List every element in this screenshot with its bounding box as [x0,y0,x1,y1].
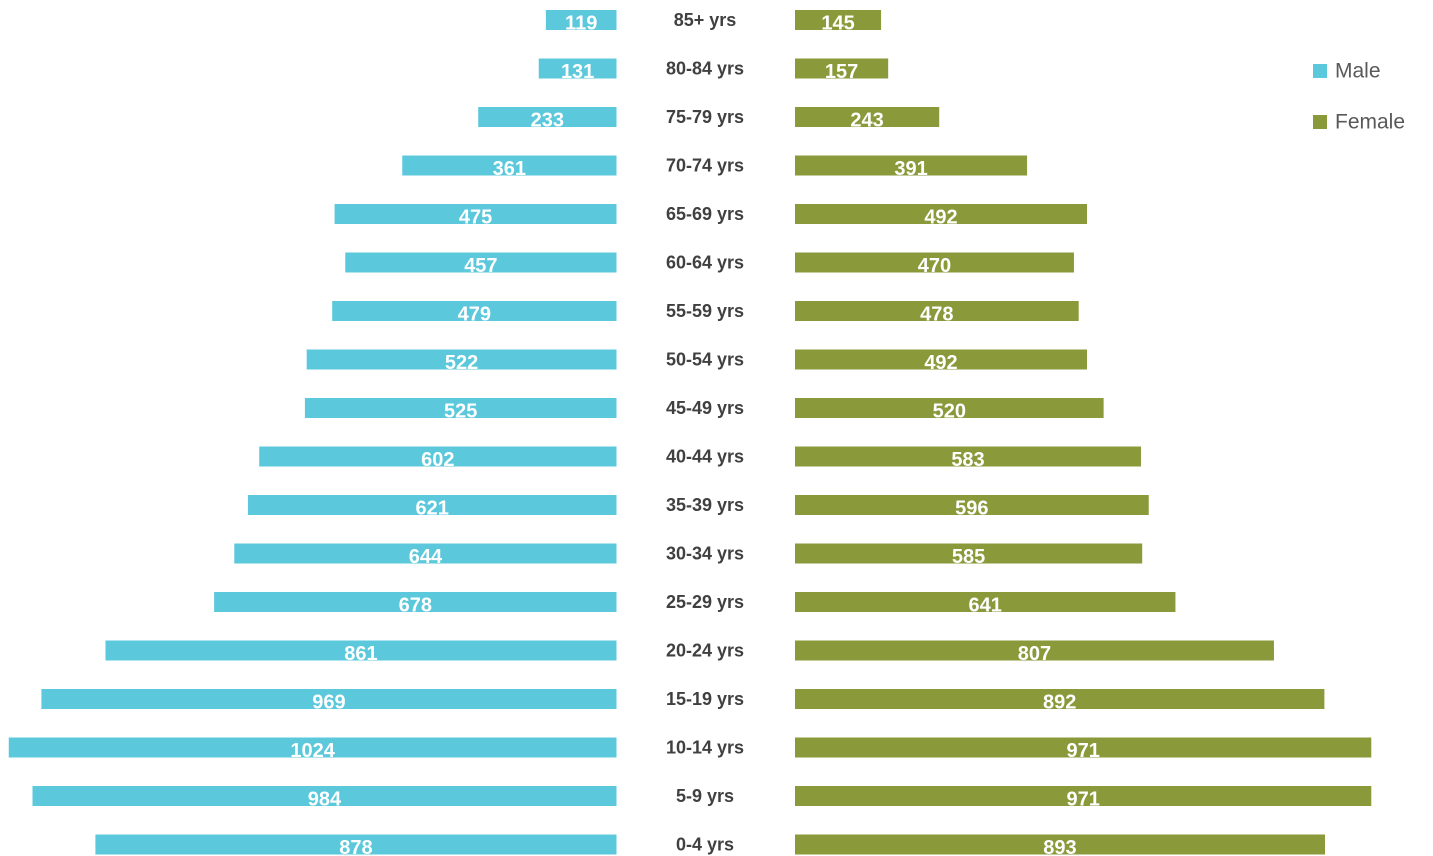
category-label: 20-24 yrs [666,640,744,660]
bar [795,107,940,127]
value-label: 893 [1043,837,1076,856]
bar [334,204,617,224]
bar [214,592,617,612]
bar [304,398,617,418]
bar [332,301,617,321]
category-label: 50-54 yrs [666,349,744,369]
category-label: 15-19 yrs [666,689,744,709]
value-label: 984 [308,788,342,810]
category-label: 80-84 yrs [666,58,744,78]
bar [105,640,617,661]
value-label: 119 [565,12,597,34]
value-label: 479 [458,303,491,325]
bar [795,689,1325,709]
category-label: 25-29 yrs [666,592,744,612]
value-label: 641 [969,594,1002,616]
category-label: 65-69 yrs [666,204,744,224]
bar [795,495,1149,515]
value-label: 678 [399,594,432,616]
value-label: 596 [955,497,988,519]
value-label: 361 [493,158,526,180]
bar [795,834,1325,855]
category-label: 55-59 yrs [666,301,744,321]
value-label: 475 [459,206,492,228]
bar [795,786,1372,806]
value-label: 470 [918,255,951,277]
value-label: 585 [952,546,985,568]
value-label: 644 [409,546,443,568]
bar [306,349,617,370]
value-label: 492 [924,206,957,228]
value-label: 861 [344,643,377,665]
category-label: 35-39 yrs [666,495,744,515]
bar [795,446,1142,467]
value-label: 145 [821,12,854,34]
value-label: 602 [421,449,454,471]
value-label: 391 [894,158,927,180]
bar [41,689,617,709]
bar [95,834,617,855]
value-label: 478 [920,303,953,325]
bar [234,543,617,564]
legend-label: Female [1335,111,1405,134]
value-label: 492 [924,352,957,374]
bar [8,737,617,758]
legend-swatch [1313,115,1327,129]
category-label: 0-4 yrs [676,834,734,854]
category-label: 30-34 yrs [666,543,744,563]
bar [478,107,617,127]
bar [795,10,882,30]
value-label: 971 [1066,788,1099,810]
value-label: 583 [951,449,984,471]
value-label: 522 [445,352,478,374]
bar [345,252,617,273]
bar [545,10,617,30]
category-label: 5-9 yrs [676,786,734,806]
bar [795,737,1372,758]
category-label: 40-44 yrs [666,446,744,466]
bar [538,58,617,79]
value-label: 878 [339,837,372,856]
value-label: 233 [531,109,564,131]
value-label: 892 [1043,691,1076,713]
bar [795,640,1274,661]
category-label: 75-79 yrs [666,107,744,127]
category-label: 10-14 yrs [666,737,744,757]
value-label: 131 [561,61,594,83]
value-label: 621 [416,497,449,519]
legend-swatch [1313,64,1327,78]
bar [32,786,617,806]
category-label: 45-49 yrs [666,398,744,418]
bar [795,155,1028,176]
legend-label: Male [1335,60,1381,83]
value-label: 520 [933,400,966,422]
bar [795,349,1088,370]
value-label: 969 [312,691,345,713]
bar [795,543,1143,564]
bar [795,301,1079,321]
value-label: 157 [825,61,858,83]
category-label: 85+ yrs [674,10,737,30]
bar [795,204,1088,224]
bar [259,446,617,467]
bar [247,495,617,515]
value-label: 1024 [290,740,335,762]
value-label: 243 [850,109,883,131]
value-label: 971 [1066,740,1099,762]
bar [795,58,889,79]
category-label: 60-64 yrs [666,252,744,272]
value-label: 807 [1018,643,1051,665]
bar [795,252,1074,273]
bar [795,398,1104,418]
value-label: 525 [444,400,477,422]
bar [795,592,1176,612]
bar [402,155,617,176]
category-label: 70-74 yrs [666,155,744,175]
value-label: 457 [464,255,497,277]
